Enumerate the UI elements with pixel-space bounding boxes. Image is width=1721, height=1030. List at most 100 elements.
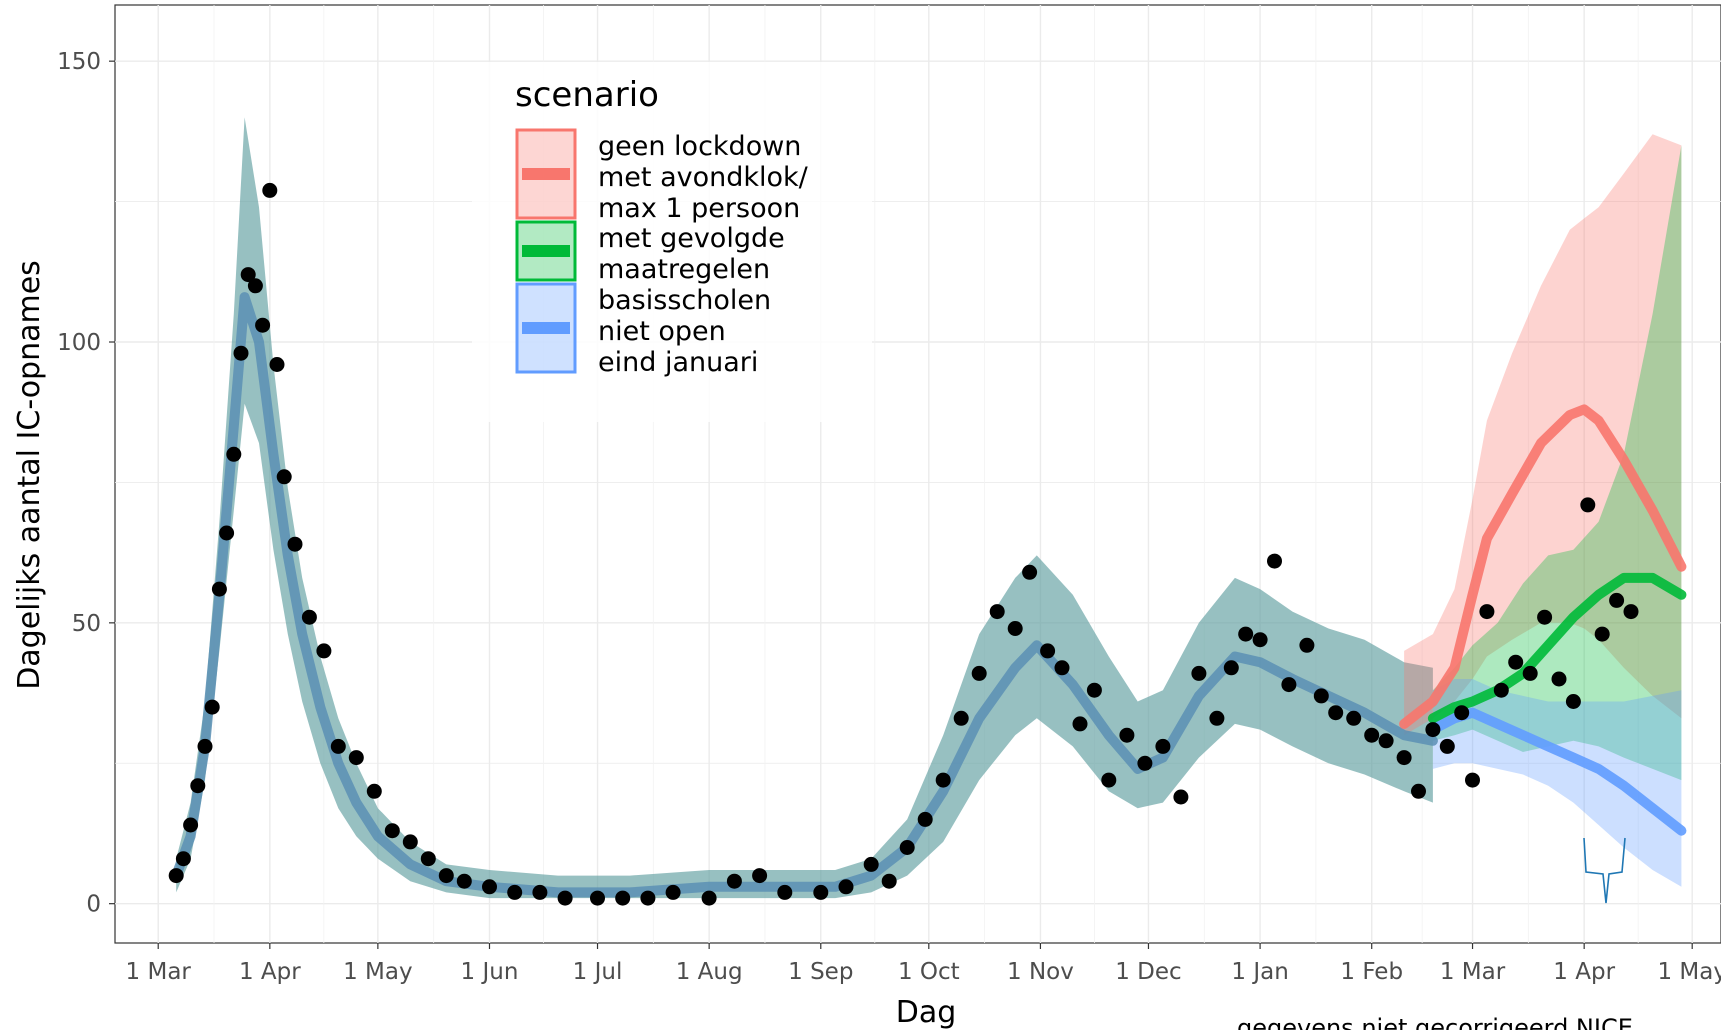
scenario-band-3 <box>1432 679 1682 887</box>
observed-point <box>1425 722 1441 738</box>
observed-point <box>219 525 235 541</box>
legend-background <box>472 62 872 422</box>
observed-point <box>1173 789 1189 805</box>
observed-point <box>348 750 364 766</box>
observed-point <box>1396 750 1412 766</box>
x-tick-label: 1 Mar <box>1440 959 1506 985</box>
observed-point <box>935 772 951 788</box>
observed-point <box>1493 682 1509 698</box>
x-tick-label: 1 Sep <box>788 959 853 985</box>
observed-point <box>1281 677 1297 693</box>
observed-point <box>1086 682 1102 698</box>
scenario-line-2 <box>1427 572 1687 724</box>
x-tick-label: 1 Oct <box>898 959 960 985</box>
observed-point <box>269 357 285 372</box>
observed-point <box>813 884 829 900</box>
observed-point <box>752 868 768 884</box>
observed-point <box>233 345 249 361</box>
observed-point <box>665 884 681 900</box>
observed-point <box>276 469 292 485</box>
observed-point <box>190 778 206 794</box>
observed-point <box>1609 592 1625 608</box>
observed-point <box>247 278 263 294</box>
observed-point <box>1364 727 1380 743</box>
x-tick-label: 1 Apr <box>1553 959 1615 985</box>
observed-point <box>402 834 418 850</box>
observed-point <box>211 581 227 597</box>
observed-point <box>1454 705 1470 721</box>
legend-label: basisscholen <box>598 285 771 316</box>
plot-panel <box>114 4 1721 944</box>
x-tick-label: 1 May <box>1657 959 1721 985</box>
observed-point <box>917 811 933 827</box>
observed-point <box>777 884 793 900</box>
x-tick-labels: 1 Mar 1 Apr 1 May 1 Jun 1 Jul 1 Aug 1 Sep 1 Oct… <box>126 943 1721 985</box>
observed-point <box>1508 654 1524 670</box>
observed-point <box>384 823 400 839</box>
y-tick-label: 150 <box>57 49 101 75</box>
observed-point <box>615 890 631 906</box>
x-tick-label: 1 Mar <box>126 959 192 985</box>
legend-label: met gevolgde <box>598 223 785 254</box>
observed-point <box>1155 738 1171 754</box>
observed-point <box>1346 710 1362 726</box>
observed-point <box>701 890 717 906</box>
x-tick-label: 1 Feb <box>1340 959 1403 985</box>
y-tick-label: 50 <box>72 611 101 637</box>
observed-point <box>1054 660 1070 676</box>
annotation-brace <box>1583 837 1626 904</box>
legend-label: maatregelen <box>598 254 770 285</box>
legend-entry-3: basisscholen niet open eind januari <box>515 282 771 378</box>
observed-point <box>1119 727 1135 743</box>
observed-point <box>1522 665 1538 681</box>
observed-point <box>507 884 523 900</box>
observed-point <box>1411 783 1426 799</box>
observed-point <box>1252 632 1268 648</box>
observed-point <box>1209 710 1225 726</box>
y-tick-label: 100 <box>57 330 101 356</box>
observed-point <box>197 738 213 754</box>
observed-point <box>1101 772 1117 788</box>
observed-point <box>1623 604 1639 620</box>
y-tick-labels: 0 50 100 150 <box>57 49 115 918</box>
observed-point <box>482 879 497 895</box>
legend-entry-2: met gevolgde maatregelen <box>515 220 785 285</box>
observed-point <box>262 182 278 198</box>
observed-point <box>456 873 472 889</box>
observed-point <box>989 604 1005 620</box>
legend-label: geen lockdown <box>598 131 801 162</box>
observed-point <box>316 643 332 659</box>
observed-point <box>1072 716 1088 732</box>
scenario-band-2 <box>1432 145 1682 781</box>
observed-point <box>1465 772 1480 788</box>
legend-entry-1: geen lockdown met avondklok/ max 1 perso… <box>515 128 809 224</box>
x-tick-label: 1 Jun <box>461 959 519 985</box>
observed-point <box>240 267 256 283</box>
observed-point <box>1594 626 1610 642</box>
caption: gegevens niet gecorrigeerd NICE <box>1237 1014 1633 1030</box>
observed-point <box>1313 688 1329 704</box>
observed-point <box>1223 660 1239 676</box>
observed-point <box>1299 637 1315 653</box>
observed-point <box>557 890 573 906</box>
scenario-line-1 <box>1399 404 1687 729</box>
y-axis-title: Dagelijks aantal IC-opnames <box>12 260 47 690</box>
x-tick-label: 1 Jul <box>573 959 623 985</box>
x-tick-label: 1 Jan <box>1231 959 1288 985</box>
observed-point <box>971 665 987 681</box>
observed-point <box>953 710 969 726</box>
model-fit-band <box>176 117 1433 899</box>
observed-point <box>301 609 317 625</box>
observed-point <box>1580 497 1596 513</box>
x-tick-label: 1 Apr <box>239 959 301 985</box>
observed-point <box>1040 643 1056 659</box>
model-fit-line <box>171 292 1438 898</box>
observed-point <box>1479 604 1495 620</box>
legend-label: met avondklok/ <box>598 162 809 193</box>
legend: scenario geen lockdown met avondklok/ ma… <box>472 62 872 422</box>
legend-label: max 1 persoon <box>598 193 800 224</box>
observed-points <box>168 182 1639 906</box>
y-tick-label: 0 <box>86 892 101 918</box>
observed-point <box>1191 665 1207 681</box>
